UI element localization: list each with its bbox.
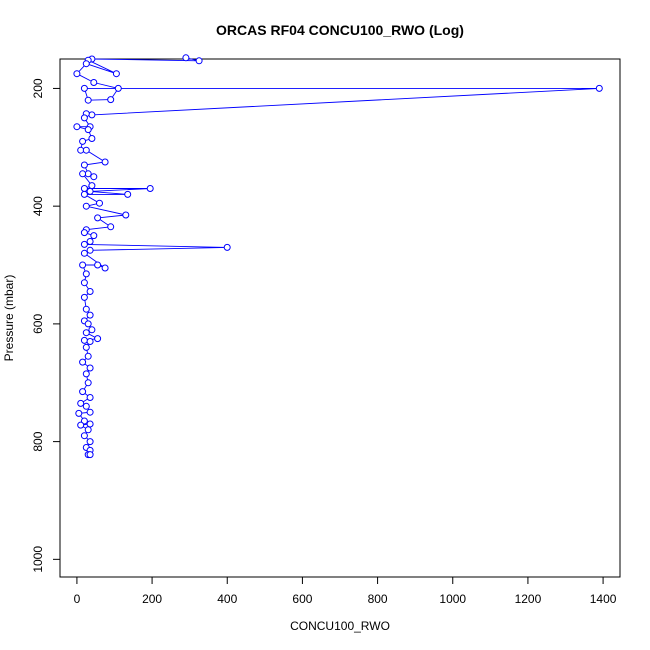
data-point [79, 388, 87, 396]
data-point [84, 352, 92, 360]
y-axis: 200 400 600 800 1000 [31, 78, 61, 573]
data-point [86, 246, 94, 254]
data-point [82, 146, 90, 154]
data-point [80, 336, 88, 344]
data-point [82, 60, 90, 68]
data-point [80, 185, 88, 192]
data-point [88, 182, 96, 190]
data-point [77, 421, 85, 429]
data-point [107, 223, 115, 231]
data-point [77, 399, 85, 407]
data-point [223, 243, 231, 251]
data-point [86, 364, 94, 372]
data-point [86, 187, 94, 195]
x-tick-label: 1200 [515, 592, 542, 606]
data-point [77, 146, 85, 154]
chart-title: ORCAS RF04 CONCU100_RWO (Log) [216, 22, 464, 38]
y-tick-label: 600 [31, 314, 45, 334]
y-tick-label: 800 [31, 431, 45, 451]
data-point [73, 70, 81, 78]
data-point [96, 199, 103, 207]
data-point [90, 173, 98, 181]
data-point [82, 343, 90, 351]
data-point [84, 379, 92, 387]
data-point [80, 432, 88, 440]
data-point [80, 249, 88, 257]
data-point [94, 261, 102, 269]
data-point [80, 279, 88, 287]
data-point [88, 326, 96, 334]
x-tick-label: 0 [74, 592, 81, 606]
data-point [80, 190, 88, 198]
x-tick-label: 1400 [590, 592, 617, 606]
data-point [86, 438, 94, 446]
x-tick-label: 600 [292, 592, 312, 606]
data-point [86, 420, 94, 428]
data-point [86, 394, 94, 401]
data-point [86, 408, 94, 416]
data-point [112, 70, 120, 78]
data-point [122, 211, 130, 219]
y-tick-label: 200 [31, 78, 45, 98]
data-point [101, 158, 109, 166]
data-point [80, 240, 88, 248]
series-points [73, 54, 603, 459]
data-point [82, 402, 90, 410]
data-point [94, 214, 102, 222]
x-tick-label: 400 [217, 592, 237, 606]
data-point [80, 114, 88, 122]
data-point [124, 190, 132, 198]
data-point [80, 229, 88, 237]
data-point [84, 426, 92, 434]
data-point [79, 358, 87, 366]
data-point [82, 305, 90, 313]
data-point [80, 161, 88, 169]
data-point [94, 335, 102, 343]
x-axis: 0 200 400 600 800 1000 1200 1400 [74, 576, 617, 606]
x-tick-label: 800 [368, 592, 388, 606]
x-axis-label: CONCU100_RWO [290, 619, 390, 633]
data-point [79, 261, 87, 269]
data-point [90, 232, 98, 240]
y-tick-label: 400 [31, 196, 45, 216]
data-point [79, 137, 87, 145]
series-line [76, 57, 600, 456]
data-point [90, 79, 98, 86]
data-point [86, 311, 94, 319]
data-point [82, 202, 90, 210]
x-tick-label: 200 [142, 592, 162, 606]
data-point [75, 409, 83, 417]
data-point [86, 238, 94, 245]
data-point [80, 84, 88, 92]
data-point [107, 96, 115, 104]
data-point [82, 329, 90, 337]
data-point [146, 185, 154, 192]
y-tick-label: 1000 [31, 546, 45, 573]
data-point [86, 451, 94, 459]
data-point [101, 264, 109, 272]
data-point [82, 370, 90, 378]
data-point [84, 320, 92, 328]
data-point [86, 288, 94, 295]
data-point [195, 57, 203, 65]
plot-frame [59, 58, 621, 578]
y-axis-label: Pressure (mbar) [2, 275, 16, 362]
data-point [595, 84, 603, 92]
data-point [88, 135, 96, 142]
data-point [73, 123, 81, 131]
data-point [82, 270, 90, 278]
x-tick-label: 1000 [439, 592, 466, 606]
series-line-path [76, 57, 600, 456]
data-point [84, 126, 92, 134]
data-point [80, 293, 88, 301]
data-point [86, 338, 94, 345]
data-point [182, 54, 190, 62]
data-point [84, 96, 92, 104]
data-point [88, 111, 96, 119]
data-point [114, 84, 122, 92]
data-point [79, 170, 87, 178]
